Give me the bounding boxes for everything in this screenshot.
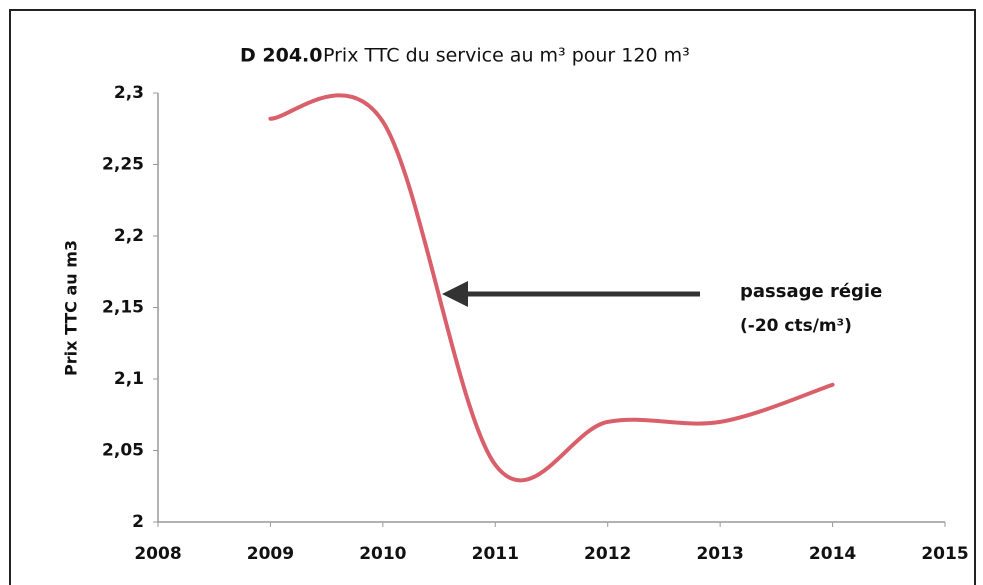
x-tick-label: 2008 xyxy=(134,544,181,564)
frame xyxy=(9,9,976,585)
arrow-head xyxy=(442,281,468,307)
x-tick-label: 2010 xyxy=(359,544,406,564)
annotation: passage régie xyxy=(740,281,882,302)
y-axis-label: Prix TTC au m3 xyxy=(62,240,81,376)
x-tick-label: 2015 xyxy=(921,544,968,564)
y-tick-label: 2,3 xyxy=(114,83,144,103)
x-tick-label: 2014 xyxy=(809,544,856,564)
line-series xyxy=(268,93,835,483)
chart-title: Prix TTC du service au m³ pour 120 m³ xyxy=(323,45,690,67)
annotation: (-20 cts/m³) xyxy=(740,316,852,336)
chart-title-code: D 204.0 xyxy=(240,45,323,67)
x-tick-label: 2013 xyxy=(696,544,743,564)
x-tick-label: 2012 xyxy=(584,544,631,564)
x-tick-label: 2011 xyxy=(472,544,519,564)
y-tick-label: 2,25 xyxy=(102,155,144,175)
y-tick-label: 2 xyxy=(132,512,144,532)
x-tick-label: 2009 xyxy=(247,544,294,564)
y-tick-label: 2,2 xyxy=(114,226,144,246)
y-tick-label: 2,15 xyxy=(102,298,144,318)
y-tick-label: 2,05 xyxy=(102,441,144,461)
y-tick-label: 2,1 xyxy=(114,369,144,389)
